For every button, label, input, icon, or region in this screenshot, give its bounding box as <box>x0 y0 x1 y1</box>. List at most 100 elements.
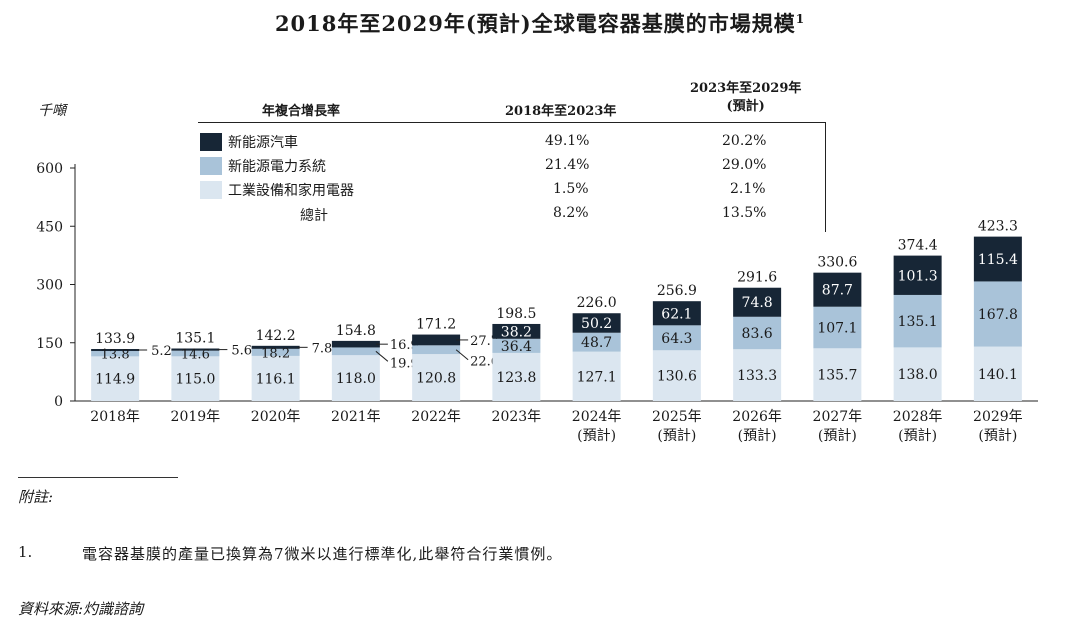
data-label-total: 423.3 <box>978 219 1018 235</box>
cagr-industrial-c2: 2.1% <box>730 181 766 197</box>
data-label-power: 107.1 <box>817 321 857 337</box>
cagr-industrial-c1: 1.5% <box>553 181 589 197</box>
y-tick-label: 0 <box>54 394 63 410</box>
bar-segment <box>652 350 701 401</box>
y-tick-label: 300 <box>36 278 63 294</box>
x-tick-label: 2029年 <box>973 409 1023 425</box>
bar-segment <box>171 350 220 357</box>
data-label-industrial: 123.8 <box>496 370 536 386</box>
leader-line <box>375 350 389 362</box>
legend-power: 新能源電力系統 <box>200 156 326 176</box>
bar-segment <box>492 352 541 401</box>
x-tick-label: 2027年 <box>813 409 863 425</box>
data-label-industrial: 118.0 <box>336 371 376 387</box>
cagr-header-label: 年複合增長率 <box>262 104 341 119</box>
x-tick-sublabel: (預計) <box>978 428 1017 444</box>
data-label-industrial: 116.1 <box>256 371 296 387</box>
bar-segment <box>171 356 220 401</box>
data-label-power: 64.3 <box>661 331 692 347</box>
y-tick-label: 150 <box>36 336 63 352</box>
data-label-ev: 115.4 <box>978 252 1018 268</box>
bar-segment <box>572 332 621 352</box>
cagr-total-c1: 8.2% <box>553 205 589 221</box>
bar-segment <box>652 325 701 351</box>
data-label-industrial: 130.6 <box>657 369 697 385</box>
y-tick-label: 600 <box>36 161 63 177</box>
bar-segment <box>331 347 380 356</box>
data-label-ev: 74.8 <box>742 295 773 311</box>
note-text: 電容器基膜的產量已換算為7微米以進行標準化,此舉符合行業慣例。 <box>82 545 563 563</box>
data-label-industrial: 135.7 <box>817 368 857 384</box>
legend-label-industrial: 工業設備和家用電器 <box>228 183 354 199</box>
bar-segment <box>91 356 140 401</box>
cagr-power-c2: 29.0% <box>722 157 767 173</box>
source-line: 資料來源:灼識諮詢 <box>18 600 144 618</box>
bar-segment <box>492 323 541 339</box>
bar-segment <box>813 306 862 349</box>
data-label-total: 226.0 <box>577 295 617 311</box>
bar-segment <box>412 334 461 346</box>
legend-label-power: 新能源電力系統 <box>228 159 326 175</box>
bar-segment <box>973 281 1022 347</box>
data-label-ev: 5.6 <box>231 344 252 359</box>
bar-segment <box>331 355 380 401</box>
data-label-industrial: 127.1 <box>577 369 617 385</box>
y-tick-label: 450 <box>36 219 63 235</box>
x-tick-label: 2028年 <box>893 409 943 425</box>
bar-segment <box>733 349 782 401</box>
bar-segment <box>652 301 701 326</box>
cagr-ev-c1: 49.1% <box>545 133 590 149</box>
data-label-total: 154.8 <box>336 323 376 339</box>
leader-line <box>455 349 469 361</box>
chart-title: 2018年至2029年(預計)全球電容器基膜的市場規模1 <box>274 11 806 36</box>
data-label-ev: 7.8 <box>312 341 333 356</box>
x-tick-sublabel: (預計) <box>818 428 857 444</box>
data-label-ev: 101.3 <box>898 268 938 284</box>
data-label-total: 374.4 <box>898 238 938 254</box>
bar-segment <box>893 294 942 348</box>
stacked-bar-chart: 0 150 300 450 600 114.9 13.8 5.2 133.9 2018年 115.0… <box>36 161 1038 444</box>
cagr-ev-c2: 20.2% <box>722 133 767 149</box>
bar-segment <box>251 345 300 349</box>
data-label-ev: 5.2 <box>151 344 172 359</box>
x-tick-label: 2021年 <box>331 409 381 425</box>
data-label-ev: 38.2 <box>501 324 532 340</box>
y-axis-label: 千噸 <box>38 103 66 119</box>
bar-segment <box>251 348 300 356</box>
data-label-ev: 62.1 <box>661 306 692 322</box>
bar-segment <box>893 255 942 295</box>
notes-heading: 附註: <box>18 488 54 506</box>
data-label-total: 256.9 <box>657 283 697 299</box>
data-label-total: 135.1 <box>175 330 215 346</box>
x-tick-sublabel: (預計) <box>738 428 777 444</box>
bar-segment <box>572 313 621 333</box>
bar-segment <box>813 272 862 307</box>
data-label-power: 14.6 <box>181 348 210 363</box>
data-label-power: 22.6 <box>470 355 499 370</box>
data-label-total: 142.2 <box>256 328 296 344</box>
data-label-ev: 27.7 <box>470 334 499 349</box>
data-label-ev: 87.7 <box>822 283 853 299</box>
data-label-total: 133.9 <box>95 331 135 347</box>
x-tick-label: 2019年 <box>171 409 221 425</box>
data-label-total: 198.5 <box>496 306 536 322</box>
bar-segment <box>412 354 461 401</box>
bar-segment <box>251 355 300 401</box>
data-label-power: 83.6 <box>742 326 773 342</box>
bar-segment <box>331 340 380 348</box>
bar-segment <box>91 351 140 357</box>
bar-segment <box>893 347 942 401</box>
cagr-header-rule <box>198 122 826 123</box>
bar-segment <box>973 346 1022 401</box>
note-number: 1. <box>18 543 33 561</box>
bar-segment <box>492 338 541 353</box>
legend-ev: 新能源汽車 <box>200 132 298 152</box>
bar-segment <box>973 236 1022 282</box>
x-tick-label: 2026年 <box>732 409 782 425</box>
x-tick-sublabel: (預計) <box>657 428 696 444</box>
legend-industrial: 工業設備和家用電器 <box>200 180 354 200</box>
data-label-power: 13.8 <box>101 348 130 363</box>
x-tick-label: 2022年 <box>411 409 461 425</box>
bar-segment <box>91 349 140 352</box>
data-label-industrial: 120.8 <box>416 371 456 387</box>
